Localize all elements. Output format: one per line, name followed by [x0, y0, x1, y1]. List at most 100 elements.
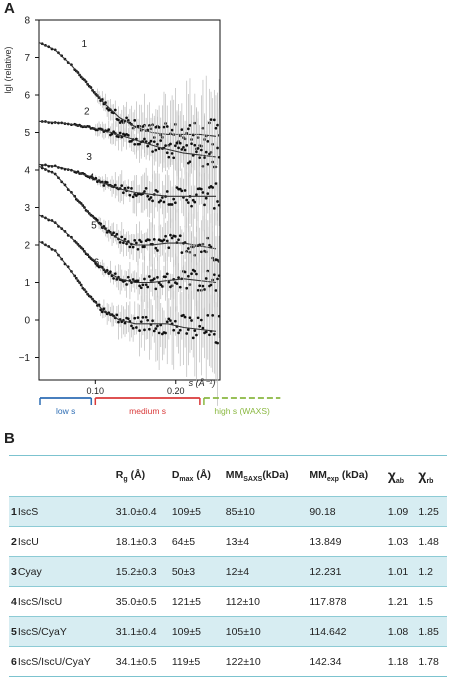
- data-point: [186, 247, 190, 250]
- data-point: [169, 319, 172, 322]
- data-point: [120, 119, 124, 123]
- data-point: [161, 196, 164, 199]
- data-point: [183, 189, 187, 192]
- table-cell: 85±10: [223, 496, 308, 527]
- data-point: [216, 341, 219, 345]
- table-cell: 12±4: [223, 556, 308, 587]
- table-cell: 121±5: [169, 586, 224, 617]
- data-point: [165, 190, 169, 193]
- data-point: [185, 286, 189, 290]
- data-point: [204, 150, 208, 154]
- s-range-brackets: low s medium s high s (WAXS): [39, 397, 281, 416]
- data-point: [199, 318, 203, 322]
- y-tick-label: 5: [24, 128, 30, 139]
- data-point: [148, 275, 151, 278]
- data-point: [131, 245, 135, 249]
- y-tick-label: 8: [24, 16, 30, 27]
- data-point: [204, 330, 208, 334]
- data-point: [125, 283, 128, 286]
- data-point: [117, 118, 120, 122]
- data-point: [209, 118, 213, 121]
- data-point: [133, 238, 137, 242]
- data-point: [164, 144, 167, 147]
- data-point: [139, 240, 143, 244]
- data-point: [203, 203, 206, 207]
- x-tick-label: 0.20: [167, 386, 185, 396]
- data-point: [162, 125, 166, 129]
- data-point: [216, 123, 219, 127]
- sample-name-cell: 3Cyay: [9, 556, 114, 587]
- fit-curve-6: [38, 240, 217, 332]
- data-marks: 1 2 3 4 5 6: [38, 39, 221, 406]
- y-tick-label: 6: [24, 91, 30, 102]
- data-point: [113, 108, 117, 112]
- data-point: [174, 144, 177, 148]
- data-point: [203, 288, 206, 291]
- data-point: [126, 317, 130, 321]
- data-point: [161, 285, 164, 288]
- data-point: [118, 241, 122, 244]
- data-point: [190, 204, 193, 208]
- data-point: [120, 235, 124, 239]
- table-cell: 114.642: [307, 616, 386, 647]
- table-cell: 1.18: [385, 646, 417, 677]
- data-point: [180, 251, 184, 255]
- data-point: [178, 234, 182, 238]
- data-point: [126, 275, 130, 279]
- data-point: [170, 236, 174, 240]
- table-cell: 90.18: [307, 496, 386, 527]
- table-cell: 13.849: [307, 526, 386, 557]
- table-cell: 31.0±0.4: [113, 496, 170, 527]
- data-point: [193, 143, 197, 147]
- data-point: [186, 328, 190, 331]
- data-point: [198, 284, 202, 288]
- data-point: [133, 316, 137, 320]
- data-point: [130, 139, 133, 143]
- data-point: [190, 142, 193, 146]
- data-point: [146, 318, 150, 322]
- data-point: [149, 196, 153, 199]
- table-cell: 109±5: [169, 496, 224, 527]
- data-point: [152, 277, 156, 281]
- range-label: high s (WAXS): [214, 406, 270, 416]
- table-cell: 50±3: [169, 556, 224, 587]
- table-cell: 109±5: [169, 616, 224, 647]
- data-point: [193, 269, 197, 273]
- data-point: [170, 203, 174, 206]
- saxs-curves-chart: lgI (relative) s (Å⁻¹) −1 0 1 2 3 4 5 6 7 8 0.10 0.…: [3, 16, 281, 416]
- data-point: [198, 156, 202, 160]
- table-cell: 1.5: [416, 586, 447, 617]
- data-point: [154, 287, 158, 291]
- sample-name-cell: 2IscU: [9, 526, 114, 557]
- data-point: [177, 238, 180, 242]
- table-cell: 1.08: [385, 616, 417, 647]
- data-point: [152, 237, 156, 241]
- table-cell: 64±5: [169, 526, 224, 557]
- data-point: [172, 197, 176, 201]
- fit-curve-5: [38, 214, 217, 284]
- table-cell: 117.878: [307, 586, 386, 617]
- data-point: [157, 331, 161, 335]
- data-point: [138, 238, 141, 242]
- data-point: [183, 315, 187, 319]
- data-point: [138, 142, 141, 146]
- data-point: [131, 278, 135, 281]
- data-point: [182, 145, 185, 149]
- data-point: [139, 286, 143, 290]
- data-point: [196, 316, 200, 320]
- series-number-label: 2: [84, 106, 90, 117]
- column-header: MMexp (kDa): [307, 455, 386, 497]
- data-point: [136, 316, 140, 319]
- data-point: [208, 333, 211, 337]
- data-point: [193, 200, 197, 204]
- data-point: [123, 321, 127, 325]
- data-point: [216, 277, 219, 281]
- data-point: [169, 142, 172, 146]
- data-point: [199, 250, 203, 254]
- data-point: [212, 206, 216, 210]
- series-3: 3: [38, 141, 221, 255]
- data-point: [136, 279, 140, 283]
- data-point: [156, 190, 159, 193]
- data-point: [190, 272, 193, 276]
- data-point: [146, 285, 150, 289]
